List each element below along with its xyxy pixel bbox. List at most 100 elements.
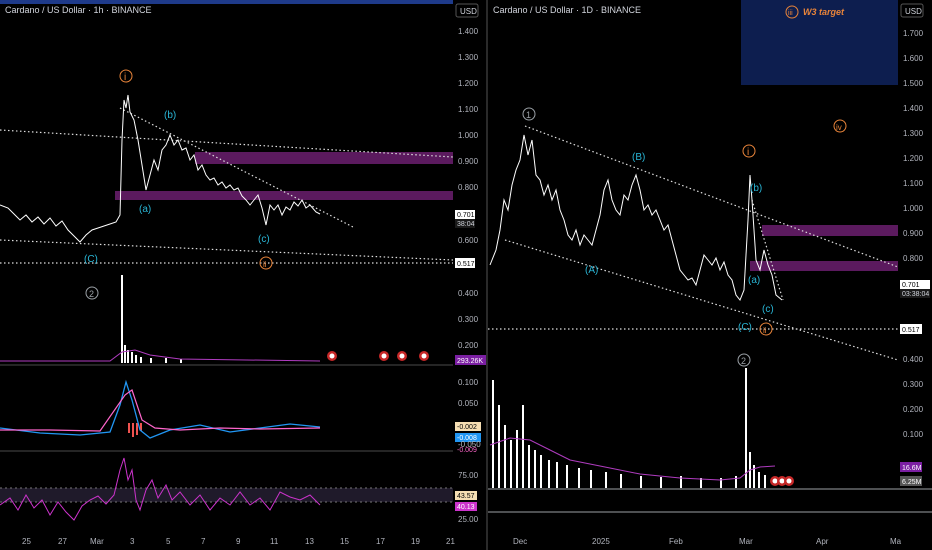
left-time-tick: 25 bbox=[22, 537, 31, 546]
right-chart-title: Cardano / US Dollar · 1D · BINANCE bbox=[493, 5, 641, 15]
right-time-tick: Dec bbox=[513, 537, 527, 546]
right-price-tick: 1.300 bbox=[903, 129, 924, 138]
left-currency-badge[interactable]: USD bbox=[460, 7, 477, 16]
left-wave-i: i bbox=[119, 69, 133, 83]
left-time-tick: 9 bbox=[236, 537, 241, 546]
left-price-tick: 1.000 bbox=[458, 131, 479, 140]
left-price-tick: 1.200 bbox=[458, 79, 479, 88]
right-time-tick: 2025 bbox=[592, 537, 610, 546]
charts-divider[interactable] bbox=[486, 0, 488, 550]
left-rsi-tick: 25.00 bbox=[458, 515, 479, 524]
w3-target-numeral: iii bbox=[788, 10, 793, 17]
right-price-tick: 1.000 bbox=[903, 204, 924, 213]
left-resistance-zone-lower bbox=[115, 191, 453, 200]
left-level-label-box bbox=[455, 258, 475, 268]
left-wave-ii: ii bbox=[259, 256, 273, 270]
left-price-tick: 0.400 bbox=[458, 289, 479, 298]
left-countdown-label: 38:04 bbox=[457, 221, 475, 228]
left-wave-c-label: (c) bbox=[258, 234, 270, 245]
left-price-axis: 1.400 1.300 1.200 1.100 1.000 0.900 0.80… bbox=[458, 27, 481, 524]
left-rsi-tick: 75.00 bbox=[458, 471, 479, 480]
right-volume-bars bbox=[492, 368, 766, 488]
left-macd-tick: 0.100 bbox=[458, 378, 479, 387]
left-time-tick: Mar bbox=[90, 537, 104, 546]
right-wave-i: i bbox=[742, 144, 756, 158]
left-time-tick: 15 bbox=[340, 537, 349, 546]
left-rsi-label-2-box bbox=[455, 502, 477, 511]
right-price-axis: 1.700 1.600 1.500 1.400 1.300 1.200 1.10… bbox=[903, 29, 924, 439]
left-price-tick: 1.100 bbox=[458, 105, 479, 114]
left-time-tick: 19 bbox=[411, 537, 420, 546]
right-price-tick: 0.800 bbox=[903, 254, 924, 263]
right-time-tick: Feb bbox=[669, 537, 683, 546]
left-macd-label-2: -0.008 bbox=[457, 435, 477, 442]
right-price-line bbox=[489, 134, 783, 301]
right-wave-C-label: (C) bbox=[738, 322, 752, 333]
right-price-tick: 0.900 bbox=[903, 229, 924, 238]
left-countdown-box bbox=[455, 219, 475, 228]
left-wave-2: 2 bbox=[85, 286, 99, 300]
left-rsi-band bbox=[0, 488, 453, 502]
right-wave-1-label: 1 bbox=[526, 110, 531, 120]
left-level-label: 0.517 bbox=[457, 261, 475, 268]
right-price-tick: 1.600 bbox=[903, 54, 924, 63]
right-volume-ma bbox=[489, 437, 776, 481]
right-channel-upper bbox=[524, 125, 899, 268]
left-macd-tick: -0.050 bbox=[458, 440, 481, 449]
left-chart[interactable]: 0.701 38:04 0.517 i (b) (a) (c) (C) ii 2 bbox=[0, 0, 487, 546]
right-wave-b-label: (b) bbox=[750, 183, 762, 194]
left-wave-2-label: 2 bbox=[89, 289, 94, 299]
left-rsi-line bbox=[0, 457, 321, 521]
right-volume-label-2-box bbox=[900, 476, 922, 486]
right-wave-c-label: (c) bbox=[762, 304, 774, 315]
left-currency-badge-box[interactable] bbox=[455, 3, 479, 18]
right-trendline-wave bbox=[751, 199, 784, 301]
left-volume-ma bbox=[0, 349, 321, 362]
left-macd-label-3: -0.009 bbox=[457, 447, 477, 454]
left-wave-b-label: (b) bbox=[164, 110, 176, 121]
right-time-axis: Dec 2025 Feb Mar Apr Ma bbox=[513, 537, 902, 546]
right-wave-1: 1 bbox=[522, 107, 536, 121]
left-rsi-label-1-box bbox=[455, 491, 477, 500]
left-wave-i-label: i bbox=[124, 72, 126, 83]
right-price-tick: 0.100 bbox=[903, 430, 924, 439]
left-time-axis: 25 27 Mar 3 5 7 9 11 13 15 17 19 21 bbox=[22, 537, 455, 546]
right-chart[interactable]: iii W3 target 0.701 03:38:04 0.517 1 (B)… bbox=[488, 0, 932, 546]
left-time-tick: 27 bbox=[58, 537, 67, 546]
right-price-tick: 1.500 bbox=[903, 79, 924, 88]
right-countdown-box bbox=[900, 289, 930, 298]
left-chart-background bbox=[0, 0, 453, 538]
right-price-tick: 0.300 bbox=[903, 380, 924, 389]
right-level-label-box bbox=[900, 324, 922, 334]
left-wave-ii-label: ii bbox=[263, 260, 267, 269]
left-top-bar bbox=[0, 0, 453, 4]
right-channel-lower bbox=[504, 239, 899, 361]
right-wave-B-label: (B) bbox=[632, 152, 645, 163]
left-time-tick: 17 bbox=[376, 537, 385, 546]
right-wave-2: 2 bbox=[737, 353, 751, 367]
left-wave-a-label: (a) bbox=[139, 204, 151, 215]
right-volume-label-1: 16.6M bbox=[902, 465, 922, 472]
left-rsi-label-1: 43.57 bbox=[457, 493, 475, 500]
right-time-tick: Ma bbox=[890, 537, 902, 546]
right-wave-A-label: (A) bbox=[585, 265, 598, 276]
left-chart-title: Cardano / US Dollar · 1h · BINANCE bbox=[5, 5, 152, 15]
right-wave-iv: iv bbox=[833, 119, 847, 133]
right-price-tick: 0.400 bbox=[903, 355, 924, 364]
right-wave-iv-label: iv bbox=[836, 123, 842, 132]
right-price-label: 0.701 bbox=[902, 282, 920, 289]
left-time-tick: 11 bbox=[270, 537, 279, 546]
right-wave-ii: ii bbox=[759, 322, 773, 336]
left-time-tick: 5 bbox=[166, 537, 171, 546]
right-countdown-label: 03:38:04 bbox=[902, 291, 929, 298]
right-price-label-box bbox=[900, 280, 930, 289]
right-wave-2-label: 2 bbox=[741, 356, 746, 366]
left-price-tick: 0.600 bbox=[458, 236, 479, 245]
left-macd-label-2-box bbox=[455, 433, 481, 442]
right-wave-a-label: (a) bbox=[748, 275, 760, 286]
left-macd-tick: 0.050 bbox=[458, 399, 479, 408]
left-wave-C-label: (C) bbox=[84, 254, 98, 265]
left-rsi-label-2: 40.13 bbox=[457, 504, 475, 511]
right-currency-badge-box[interactable] bbox=[900, 3, 924, 18]
right-currency-badge[interactable]: USD bbox=[905, 7, 922, 16]
